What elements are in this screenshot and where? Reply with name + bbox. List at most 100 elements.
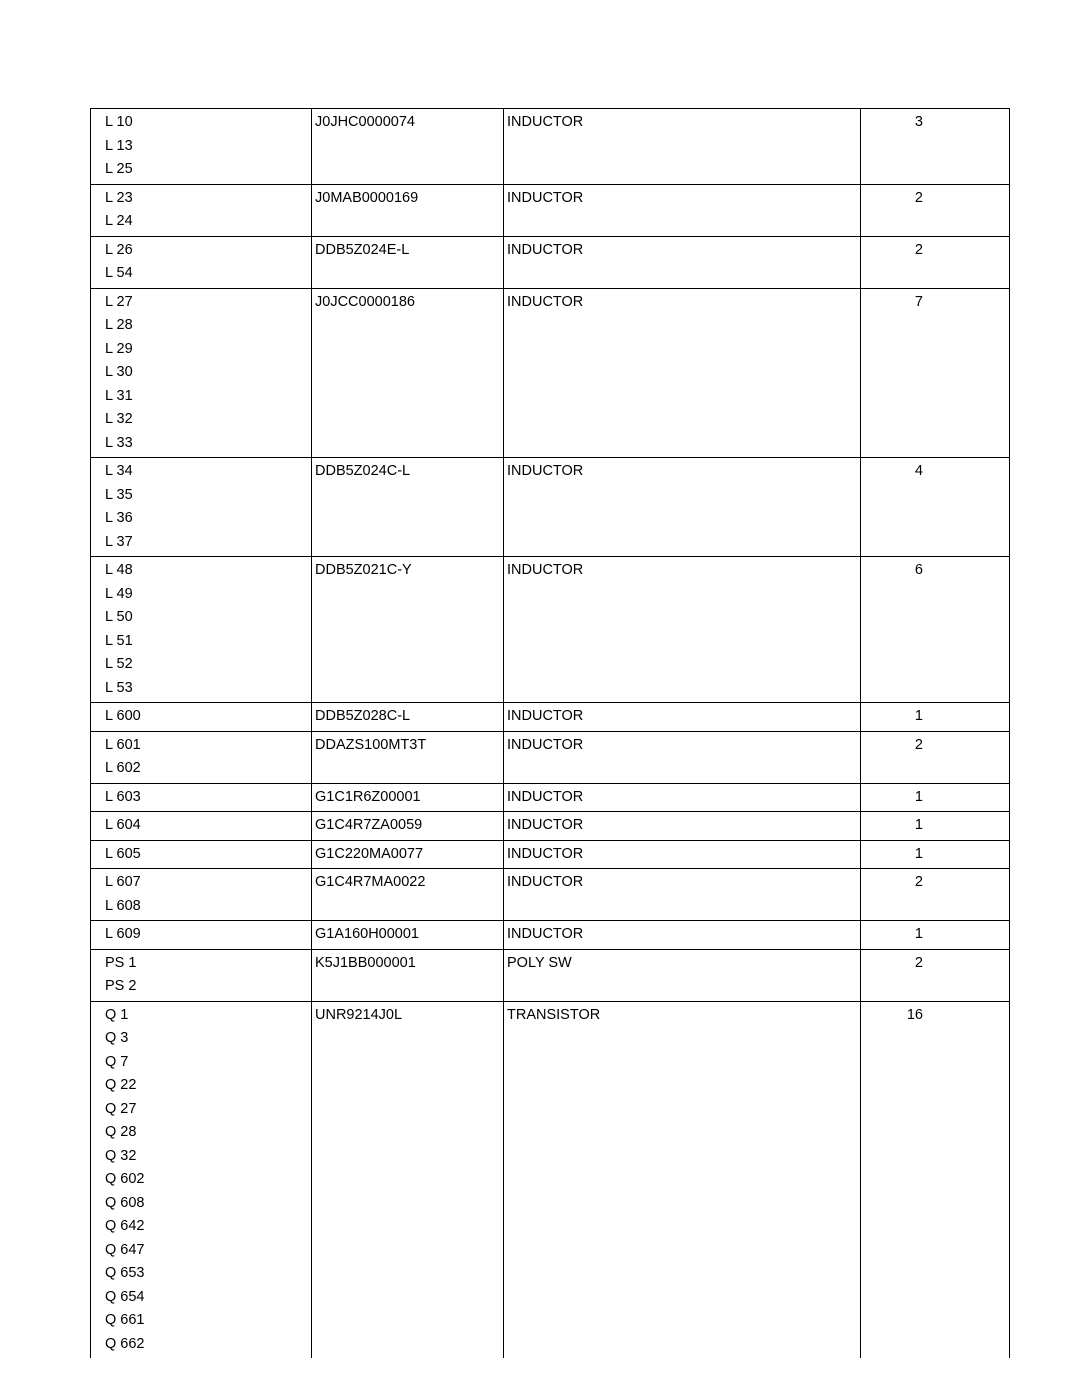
part-number-cell: J0MAB0000169	[312, 185, 504, 236]
description: INDUCTOR	[507, 923, 860, 947]
description-cell: INDUCTOR	[504, 289, 861, 458]
refdes-cell: PS 1PS 2	[91, 950, 312, 1001]
refdes: Q 1	[105, 1004, 311, 1028]
table-row: PS 1PS 2K5J1BB000001POLY SW2	[91, 950, 1009, 1002]
description: INDUCTOR	[507, 239, 860, 263]
table-row: L 26L 54DDB5Z024E-LINDUCTOR2	[91, 237, 1009, 289]
quantity: 2	[861, 871, 923, 895]
description: INDUCTOR	[507, 111, 860, 135]
refdes: L 23	[105, 187, 311, 211]
part-number: J0MAB0000169	[315, 187, 503, 211]
quantity-cell: 1	[861, 841, 935, 869]
refdes: L 607	[105, 871, 311, 895]
part-number-cell: DDB5Z024E-L	[312, 237, 504, 288]
description: INDUCTOR	[507, 814, 860, 838]
refdes: L 24	[105, 210, 311, 234]
description-cell: POLY SW	[504, 950, 861, 1001]
refdes: L 53	[105, 677, 311, 701]
refdes: Q 7	[105, 1051, 311, 1075]
refdes: Q 28	[105, 1121, 311, 1145]
part-number: G1C1R6Z00001	[315, 786, 503, 810]
description: INDUCTOR	[507, 187, 860, 211]
refdes: L 29	[105, 338, 311, 362]
part-number-cell: J0JCC0000186	[312, 289, 504, 458]
description: INDUCTOR	[507, 786, 860, 810]
refdes: L 601	[105, 734, 311, 758]
refdes: PS 1	[105, 952, 311, 976]
quantity-cell: 16	[861, 1002, 935, 1359]
quantity-cell: 4	[861, 458, 935, 556]
table-row: L 601L 602DDAZS100MT3TINDUCTOR2	[91, 732, 1009, 784]
table-row: L 603G1C1R6Z00001INDUCTOR1	[91, 784, 1009, 813]
quantity: 2	[861, 187, 923, 211]
quantity: 7	[861, 291, 923, 315]
description: INDUCTOR	[507, 705, 860, 729]
refdes: L 602	[105, 757, 311, 781]
quantity: 6	[861, 559, 923, 583]
part-number: K5J1BB000001	[315, 952, 503, 976]
refdes-cell: L 48L 49L 50L 51L 52L 53	[91, 557, 312, 702]
description: INDUCTOR	[507, 291, 860, 315]
table-row: L 605G1C220MA0077INDUCTOR1	[91, 841, 1009, 870]
description: TRANSISTOR	[507, 1004, 860, 1028]
refdes: Q 3	[105, 1027, 311, 1051]
refdes: L 13	[105, 135, 311, 159]
description-cell: INDUCTOR	[504, 732, 861, 783]
refdes-cell: L 600	[91, 703, 312, 731]
refdes: L 54	[105, 262, 311, 286]
refdes: Q 654	[105, 1286, 311, 1310]
description: INDUCTOR	[507, 734, 860, 758]
quantity-cell: 2	[861, 950, 935, 1001]
description-cell: INDUCTOR	[504, 703, 861, 731]
refdes: L 604	[105, 814, 311, 838]
description-cell: INDUCTOR	[504, 921, 861, 949]
refdes: L 26	[105, 239, 311, 263]
description: INDUCTOR	[507, 460, 860, 484]
quantity-cell: 2	[861, 732, 935, 783]
description-cell: INDUCTOR	[504, 185, 861, 236]
part-number-cell: UNR9214J0L	[312, 1002, 504, 1359]
refdes: L 35	[105, 484, 311, 508]
quantity: 2	[861, 952, 923, 976]
quantity-cell: 1	[861, 703, 935, 731]
refdes: Q 32	[105, 1145, 311, 1169]
quantity: 1	[861, 814, 923, 838]
table-row: L 600DDB5Z028C-LINDUCTOR1	[91, 703, 1009, 732]
refdes: Q 22	[105, 1074, 311, 1098]
table-row: L 48L 49L 50L 51L 52L 53DDB5Z021C-YINDUC…	[91, 557, 1009, 703]
description-cell: INDUCTOR	[504, 869, 861, 920]
refdes: Q 602	[105, 1168, 311, 1192]
part-number: DDAZS100MT3T	[315, 734, 503, 758]
quantity-cell: 2	[861, 185, 935, 236]
refdes: Q 647	[105, 1239, 311, 1263]
description-cell: INDUCTOR	[504, 557, 861, 702]
refdes: L 605	[105, 843, 311, 867]
quantity-cell: 1	[861, 784, 935, 812]
refdes-cell: L 26L 54	[91, 237, 312, 288]
refdes: Q 661	[105, 1309, 311, 1333]
part-number-cell: G1A160H00001	[312, 921, 504, 949]
refdes-cell: L 27L 28L 29L 30L 31L 32L 33	[91, 289, 312, 458]
quantity: 16	[861, 1004, 923, 1028]
refdes-cell: L 10L 13L 25	[91, 109, 312, 184]
part-number: G1C4R7MA0022	[315, 871, 503, 895]
refdes-cell: L 604	[91, 812, 312, 840]
part-number-cell: K5J1BB000001	[312, 950, 504, 1001]
refdes-cell: L 601L 602	[91, 732, 312, 783]
part-number: UNR9214J0L	[315, 1004, 503, 1028]
part-number: J0JCC0000186	[315, 291, 503, 315]
quantity-cell: 1	[861, 812, 935, 840]
refdes: L 27	[105, 291, 311, 315]
quantity: 4	[861, 460, 923, 484]
description: INDUCTOR	[507, 843, 860, 867]
part-number: J0JHC0000074	[315, 111, 503, 135]
refdes-cell: L 23L 24	[91, 185, 312, 236]
refdes: L 600	[105, 705, 311, 729]
refdes: L 28	[105, 314, 311, 338]
part-number-cell: DDB5Z024C-L	[312, 458, 504, 556]
part-number-cell: G1C220MA0077	[312, 841, 504, 869]
quantity: 2	[861, 734, 923, 758]
description-cell: INDUCTOR	[504, 237, 861, 288]
refdes-cell: L 609	[91, 921, 312, 949]
refdes: Q 27	[105, 1098, 311, 1122]
